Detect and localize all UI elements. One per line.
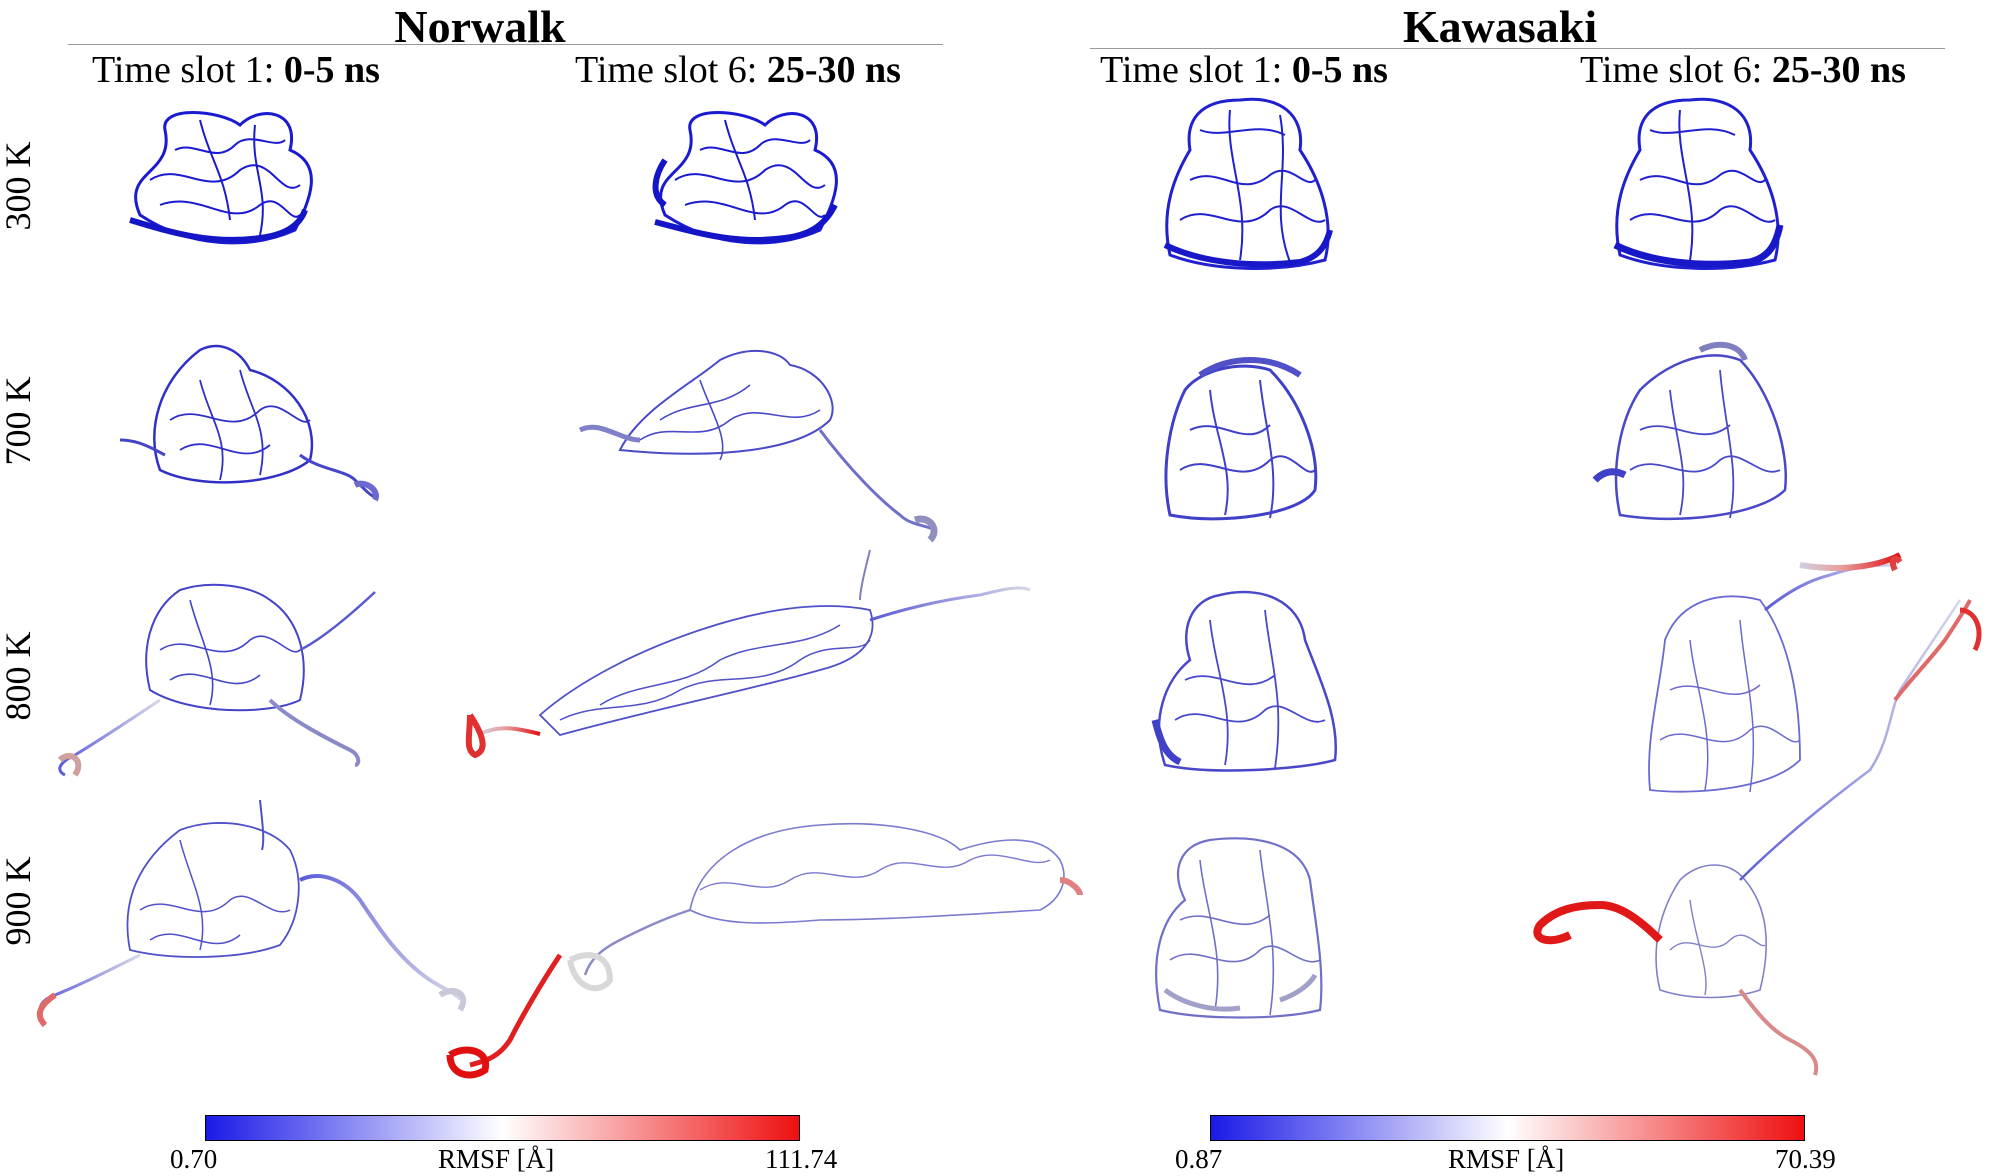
structure-kawasaki-700k-slot6 (1592, 341, 1787, 521)
structure-kawasaki-800k-slot6 (1648, 552, 1903, 793)
structure-norwalk-700k-slot1 (119, 344, 379, 502)
structure-kawasaki-700k-slot1 (1164, 357, 1318, 521)
colorbar-norwalk-label: RMSF [Å] (438, 1144, 555, 1174)
col-head-prefix: Time slot 6: (1580, 49, 1772, 91)
group-rule-kawasaki (1090, 48, 1945, 49)
group-title-kawasaki: Kawasaki (1402, 1, 1598, 52)
structure-norwalk-300k-slot1 (129, 111, 313, 245)
col-head-kawasaki-slot6: Time slot 6: 25-30 ns (1580, 48, 1906, 92)
structure-kawasaki-900k-slot6 (1533, 599, 1982, 1076)
col-head-norwalk-slot1: Time slot 1: 0-5 ns (92, 48, 380, 92)
colorbar-kawasaki-max: 70.39 (1775, 1144, 1836, 1174)
colorbar-norwalk-max: 111.74 (765, 1144, 838, 1174)
col-head-prefix: Time slot 6: (575, 49, 767, 91)
structure-norwalk-800k-slot6 (465, 549, 1031, 759)
structure-kawasaki-300k-slot6 (1613, 97, 1784, 270)
col-head-prefix: Time slot 1: (92, 49, 284, 91)
structures-canvas (36, 97, 1982, 1079)
colorbar-norwalk (205, 1115, 800, 1141)
col-head-kawasaki-slot1: Time slot 1: 0-5 ns (1100, 48, 1388, 92)
col-head-range: 0-5 ns (283, 49, 380, 91)
colorbar-kawasaki (1210, 1115, 1805, 1141)
structure-kawasaki-900k-slot1 (1155, 837, 1323, 1019)
col-head-range: 25-30 ns (1771, 49, 1906, 91)
group-rule-norwalk (68, 44, 943, 45)
structure-norwalk-300k-slot6 (652, 111, 838, 245)
colorbar-kawasaki-label: RMSF [Å] (1448, 1144, 1565, 1174)
group-title-norwalk: Norwalk (394, 1, 566, 52)
col-head-prefix: Time slot 1: (1100, 49, 1292, 91)
structure-norwalk-900k-slot1 (36, 799, 467, 1028)
colorbar-norwalk-min: 0.70 (170, 1144, 218, 1174)
structure-norwalk-800k-slot1 (57, 583, 376, 777)
col-head-range: 25-30 ns (766, 49, 901, 91)
colorbar-kawasaki-min: 0.87 (1175, 1144, 1223, 1174)
col-head-range: 0-5 ns (1291, 49, 1388, 91)
structure-kawasaki-800k-slot1 (1151, 590, 1337, 772)
structure-kawasaki-300k-slot1 (1163, 97, 1333, 270)
structure-norwalk-700k-slot6 (578, 349, 938, 543)
structure-norwalk-900k-slot6 (446, 822, 1083, 1079)
col-head-norwalk-slot6: Time slot 6: 25-30 ns (575, 48, 901, 92)
